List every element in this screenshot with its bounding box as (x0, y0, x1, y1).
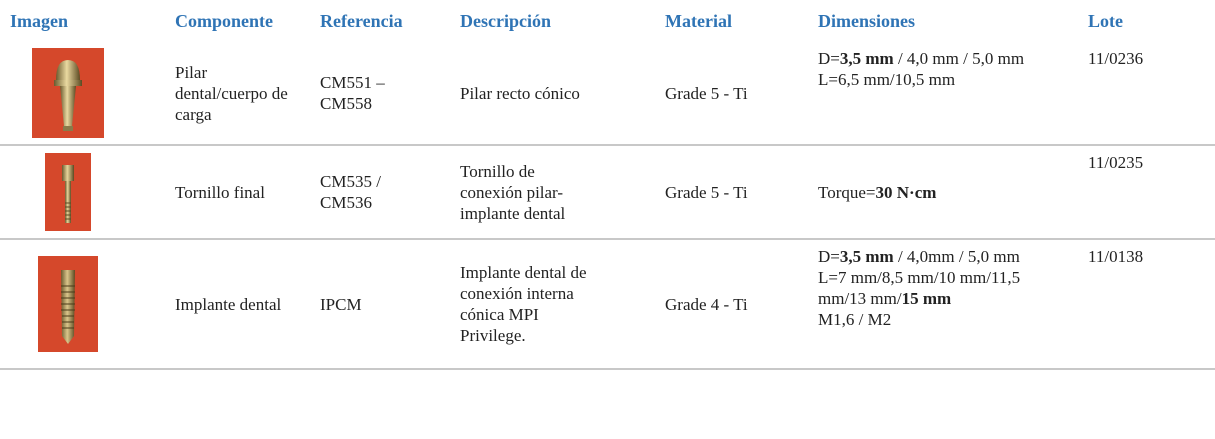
dimension-line: L=7 mm/8,5 mm/10 mm/11,5 mm/13 mm/15 mm (818, 267, 1068, 309)
dimension-text: 3,5 mm (839, 49, 894, 68)
header-cell: Referencia (320, 10, 403, 31)
lote-cell: 11/0235 (1078, 145, 1215, 240)
descripcion-cell: Implante dental de conexión interna cóni… (450, 239, 655, 370)
lote: 11/0235 (1088, 153, 1144, 172)
dimension-line: M1,6 / M2 (818, 309, 1068, 330)
dimension-text: L=6,5 mm/10,5 mm (818, 70, 956, 89)
image-cell (0, 42, 165, 146)
header-row: Imagen Componente Referencia Descripción Mat… (0, 0, 1215, 42)
componente-cell: Implante dental (165, 239, 310, 370)
referencia: IPCM (320, 294, 362, 314)
componente-cell: Pilar dental/cuerpo de carga (165, 42, 310, 146)
dimension-text: D= (818, 49, 840, 68)
referencia: CM551 – CM558 (320, 73, 385, 113)
descripcion-cell: Pilar recto cónico (450, 42, 655, 146)
dimension-line: L=6,5 mm/10,5 mm (818, 69, 1068, 90)
image-cell (0, 239, 165, 370)
dimension-text: / 4,0mm / 5,0 mm (893, 247, 1020, 266)
dimensions-cell: D=3,5 mm / 4,0mm / 5,0 mm L=7 mm/8,5 mm/1… (808, 239, 1078, 370)
dimension-line: D=3,5 mm / 4,0 mm / 5,0 mm (818, 48, 1068, 69)
descripcion: Implante dental de conexión interna cóni… (460, 263, 587, 345)
lote-cell: 11/0138 (1078, 239, 1215, 370)
header-cell: Material (665, 10, 732, 31)
descripcion-cell: Tornillo de conexión pilar-implante dent… (450, 145, 655, 240)
descripcion: Tornillo de conexión pilar-implante dent… (460, 161, 566, 223)
dimension-line: D=3,5 mm / 4,0mm / 5,0 mm (818, 246, 1068, 267)
lote: 11/0138 (1088, 247, 1144, 266)
componente: Tornillo final (175, 182, 265, 202)
lote: 11/0236 (1088, 49, 1144, 68)
descripcion: Pilar recto cónico (460, 83, 580, 103)
material: Grade 5 - Ti (665, 182, 748, 202)
header-cell: Descripción (460, 10, 551, 31)
dimensions-cell: Torque=30 N·cm (808, 145, 1078, 240)
referencia-cell: CM535 / CM536 (310, 145, 450, 240)
dimension-text: L=7 mm/8,5 mm/10 mm/11,5 mm/13 mm/ (818, 268, 1021, 308)
image-cell (0, 145, 165, 240)
dimension-text: M1,6 / M2 (818, 310, 892, 329)
componente: Implante dental (175, 294, 282, 314)
material: Grade 5 - Ti (665, 83, 748, 103)
header-cell: Lote (1088, 10, 1123, 31)
referencia-cell: CM551 – CM558 (310, 42, 450, 146)
lote-cell: 11/0236 (1078, 42, 1215, 146)
material: Grade 4 - Ti (665, 294, 748, 314)
componente: Pilar dental/cuerpo de carga (175, 62, 288, 124)
material-cell: Grade 5 - Ti (655, 42, 808, 146)
table-body: Pilar dental/cuerpo de carga CM551 – CM55… (0, 42, 1215, 370)
header-cell: Imagen (10, 10, 68, 31)
part-photo (32, 48, 104, 138)
header-cell: Componente (175, 10, 273, 31)
dimensions-cell: D=3,5 mm / 4,0 mm / 5,0 mm L=6,5 mm/10,5 … (808, 42, 1078, 146)
referencia-cell: IPCM (310, 239, 450, 370)
dimension-text: D= (818, 247, 840, 266)
part-photo (38, 256, 98, 352)
header-cell: Dimensiones (818, 10, 916, 31)
componente-cell: Tornillo final (165, 145, 310, 240)
dimension-text: / 4,0 mm / 5,0 mm (893, 49, 1025, 68)
dimension-text: 3,5 mm (839, 247, 894, 266)
table-row: Pilar dental/cuerpo de carga CM551 – CM55… (0, 42, 1215, 146)
parts-table: Imagen Componente Referencia Descripción Mat… (0, 0, 1215, 370)
dimension-text: Torque= (818, 182, 876, 202)
material-cell: Grade 5 - Ti (655, 145, 808, 240)
table-row: Tornillo final CM535 / CM536 Tornillo de c… (0, 145, 1215, 240)
table-row: Implante dental IPCM Implante dental de co… (0, 239, 1215, 370)
referencia: CM535 / CM536 (320, 172, 381, 212)
dimension-line: Torque=30 N·cm (818, 182, 1068, 203)
dimension-text: 15 mm (901, 289, 952, 308)
material-cell: Grade 4 - Ti (655, 239, 808, 370)
part-photo (45, 153, 91, 231)
dimension-text: 30 N·cm (875, 182, 937, 202)
